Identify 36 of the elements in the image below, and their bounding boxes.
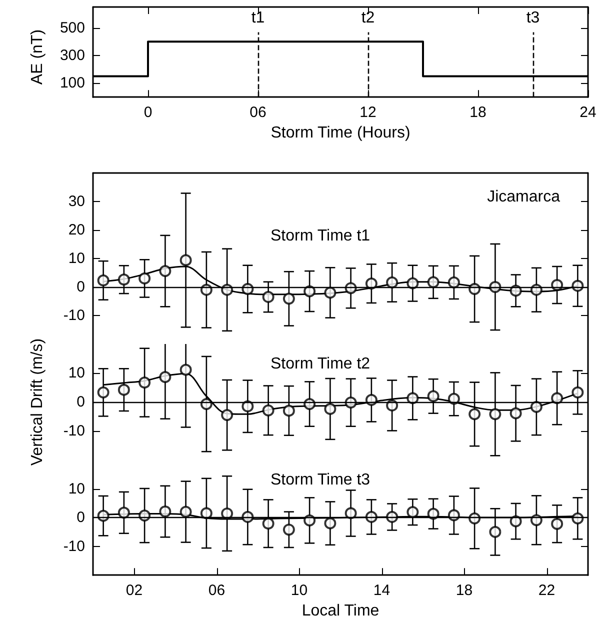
x-tick-label: 10 (290, 582, 308, 600)
y-tick-label: 300 (60, 47, 85, 64)
x-tick-label: 12 (360, 104, 376, 122)
y-tick-label: -10 (63, 307, 85, 324)
x-axis-title: Storm Time (Hours) (270, 124, 410, 142)
text: Storm Time t1 (270, 228, 370, 244)
x-tick-label: 0 (144, 104, 152, 122)
annotation: Jicamarca (487, 188, 560, 206)
text: Storm Time t3 (270, 472, 370, 488)
y-tick-label: 0 (76, 394, 85, 410)
text: Storm Time t2 (270, 356, 370, 372)
x-tick-label: 24 (580, 104, 596, 122)
y-tick-label: 0 (76, 509, 85, 526)
ref-line-label: t3 (526, 10, 540, 27)
y-tick-label: 0 (76, 278, 85, 296)
x-tick-label: 14 (373, 582, 390, 600)
x-tick-label: 02 (126, 582, 143, 600)
y-tick-label: 30 (68, 193, 85, 210)
y-axis-title: Vertical Drift (m/s) (29, 338, 47, 466)
y-tick-label: -10 (63, 538, 85, 555)
y-tick-label: 10 (68, 364, 85, 382)
x-tick-label: 18 (470, 104, 486, 122)
x-tick-label: 06 (250, 104, 266, 122)
x-tick-label: 22 (538, 582, 556, 600)
y-tick-label: 10 (68, 250, 85, 267)
y-tick-label: -10 (63, 422, 85, 440)
x-axis-title: Local Time (302, 602, 380, 620)
y-tick-label: 20 (68, 222, 85, 238)
x-tick-label: 18 (456, 582, 473, 600)
y-axis-title: AE (nT) (29, 28, 47, 84)
ref-line-label: t2 (361, 10, 375, 27)
y-tick-label: 10 (68, 480, 85, 498)
ref-line-label: t1 (251, 10, 265, 27)
x-tick-label: 06 (208, 582, 226, 600)
y-tick-label: 500 (60, 19, 85, 36)
y-tick-label: 100 (60, 74, 85, 92)
